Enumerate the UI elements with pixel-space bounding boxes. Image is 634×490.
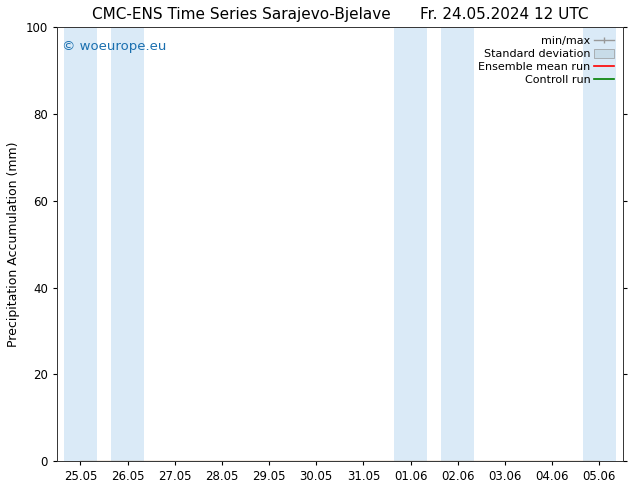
Text: © woeurope.eu: © woeurope.eu (62, 40, 167, 53)
Bar (394, 27, 427, 461)
Bar (583, 27, 616, 461)
Bar (111, 27, 144, 461)
Y-axis label: Precipitation Accumulation (mm): Precipitation Accumulation (mm) (7, 142, 20, 347)
Title: CMC-ENS Time Series Sarajevo-Bjelave      Fr. 24.05.2024 12 UTC: CMC-ENS Time Series Sarajevo-Bjelave Fr.… (91, 7, 588, 22)
Bar (441, 27, 474, 461)
Legend: min/max, Standard deviation, Ensemble mean run, Controll run: min/max, Standard deviation, Ensemble me… (475, 33, 618, 88)
Bar (64, 27, 97, 461)
